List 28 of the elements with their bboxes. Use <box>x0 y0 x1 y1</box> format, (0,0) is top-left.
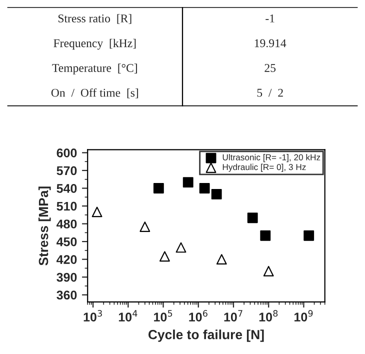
y-tick-label: 450 <box>56 237 77 246</box>
text: Frequency [kHz] <box>54 38 136 50</box>
text: Stress ratio [R] <box>58 14 132 24</box>
text: On / Off time [s] <box>51 88 138 98</box>
x-tick-label: 10$^{6}$ <box>189 310 208 322</box>
text: Temperature [°C] <box>52 64 137 74</box>
y-tick-label: 600 <box>56 148 77 158</box>
x-tick-label: 10$^{7}$ <box>224 310 242 322</box>
text: 5 / 2 <box>257 88 283 97</box>
y-tick-label: 540 <box>56 184 77 193</box>
x-axis-title: Cycle to failure [N] <box>148 330 264 342</box>
x-tick-label: 10$^{4}$ <box>118 310 138 322</box>
text: -1 <box>266 14 274 22</box>
legend-label: Hydraulic [R= 0], 3 Hz <box>222 164 306 172</box>
text: 19.914 <box>254 39 286 48</box>
y-tick-label: 570 <box>56 166 77 176</box>
y-tick-label: 360 <box>56 290 77 300</box>
y-axis-title: Stress [MPa] <box>38 186 51 266</box>
y-tick-label: 390 <box>56 272 77 282</box>
x-tick-label: 10$^{9}$ <box>294 310 313 322</box>
x-tick-label: 10$^{5}$ <box>154 310 172 322</box>
text: 25 <box>264 64 276 72</box>
y-tick-label: 510 <box>56 202 77 211</box>
y-tick-label: 420 <box>56 255 77 264</box>
x-tick-label: 10$^{3}$ <box>84 310 102 322</box>
x-tick-label: 10$^{8}$ <box>259 310 278 322</box>
legend-label: Ultrasonic [R= -1], 20 kHz <box>222 154 320 162</box>
y-tick-label: 480 <box>56 220 77 228</box>
